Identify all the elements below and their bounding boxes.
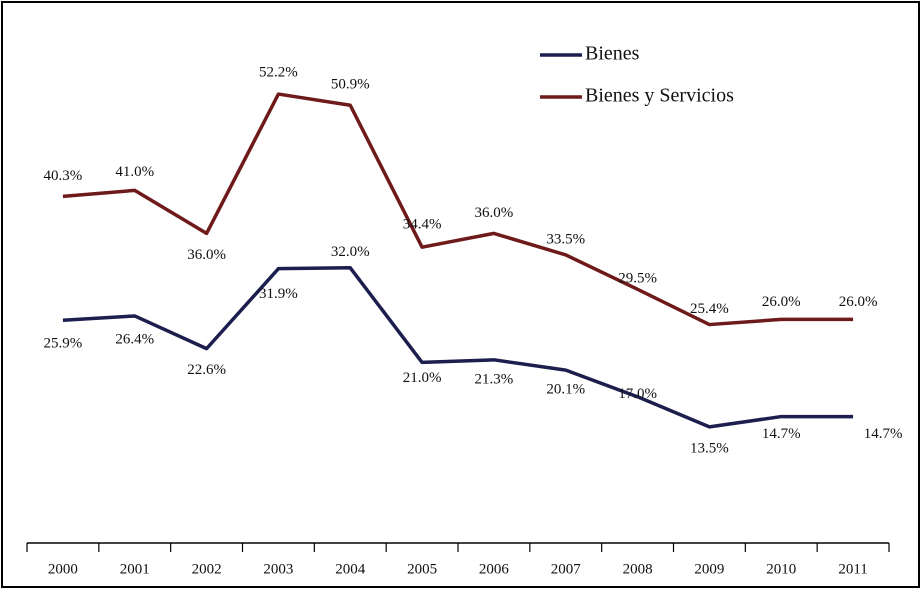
data-label: 20.1% bbox=[546, 382, 585, 398]
series-line bbox=[62, 92, 854, 327]
data-label: 26.0% bbox=[839, 294, 878, 310]
data-label: 41.0% bbox=[115, 164, 154, 180]
data-label: 14.7% bbox=[762, 426, 801, 442]
x-tick-label: 2006 bbox=[479, 561, 510, 577]
x-tick-label: 2011 bbox=[838, 561, 867, 577]
data-label: 52.2% bbox=[259, 65, 298, 81]
x-tick-label: 2007 bbox=[551, 561, 582, 577]
data-label: 26.4% bbox=[115, 331, 154, 347]
x-tick-label: 2009 bbox=[694, 561, 724, 577]
data-label: 32.0% bbox=[331, 244, 370, 260]
data-label: 34.4% bbox=[403, 217, 442, 233]
series-line bbox=[62, 266, 854, 429]
data-label: 22.6% bbox=[187, 362, 226, 378]
data-label: 21.3% bbox=[475, 371, 514, 387]
data-label: 29.5% bbox=[618, 271, 657, 287]
x-tick-label: 2010 bbox=[766, 561, 796, 577]
data-label: 17.0% bbox=[618, 386, 657, 402]
data-label: 40.3% bbox=[44, 168, 83, 184]
data-label: 13.5% bbox=[690, 440, 729, 456]
legend-label: Bienes y Servicios bbox=[585, 85, 734, 107]
data-label: 36.0% bbox=[475, 205, 514, 221]
data-label: 21.0% bbox=[403, 370, 442, 386]
data-label: 36.0% bbox=[187, 247, 226, 263]
x-tick-label: 2000 bbox=[48, 561, 78, 577]
legend-label: Bienes bbox=[585, 43, 640, 65]
x-tick-label: 2008 bbox=[623, 561, 653, 577]
data-label: 50.9% bbox=[331, 77, 370, 93]
x-tick-label: 2004 bbox=[335, 561, 366, 577]
data-label: 25.4% bbox=[690, 301, 729, 317]
data-label: 14.7% bbox=[864, 426, 903, 442]
x-tick-label: 2005 bbox=[407, 561, 437, 577]
data-label: 33.5% bbox=[546, 231, 585, 247]
x-tick-label: 2003 bbox=[263, 561, 293, 577]
data-label: 31.9% bbox=[259, 286, 298, 302]
x-tick-label: 2002 bbox=[192, 561, 222, 577]
data-label: 26.0% bbox=[762, 294, 801, 310]
x-tick-label: 2001 bbox=[120, 561, 150, 577]
data-label: 25.9% bbox=[44, 336, 83, 352]
